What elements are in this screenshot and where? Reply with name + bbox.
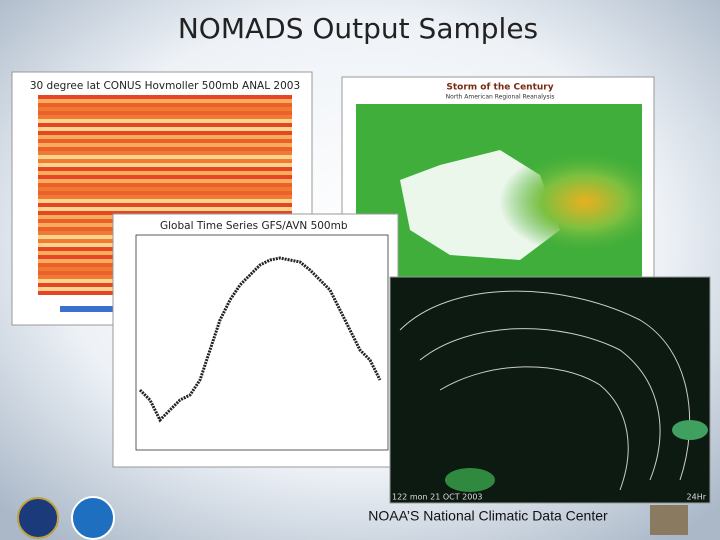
image-subtitle: North American Regional Reanalysis bbox=[446, 94, 555, 101]
stripe bbox=[38, 151, 292, 155]
stripe bbox=[38, 163, 292, 167]
image-title: Global Time Series GFS/AVN 500mb bbox=[160, 220, 348, 232]
stripe bbox=[38, 103, 292, 107]
stripe bbox=[38, 99, 292, 103]
slide-title: NOMADS Output Samples bbox=[178, 12, 538, 45]
image-title: 30 degree lat CONUS Hovmoller 500mb ANAL… bbox=[30, 80, 300, 92]
footer: NOAA’S National Climatic Data Center bbox=[368, 508, 608, 524]
plot-area bbox=[135, 234, 389, 451]
stripe bbox=[38, 159, 292, 163]
stripe bbox=[38, 131, 292, 135]
image-title: Storm of the Century bbox=[446, 83, 553, 93]
stripe bbox=[38, 95, 292, 99]
time-series-image: Global Time Series GFS/AVN 500mb bbox=[112, 213, 399, 468]
stripe bbox=[38, 115, 292, 119]
stripe bbox=[38, 107, 292, 111]
stripe bbox=[38, 139, 292, 143]
stripe bbox=[38, 183, 292, 187]
stripe bbox=[38, 203, 292, 207]
stripe bbox=[38, 127, 292, 131]
stripe bbox=[38, 135, 292, 139]
image-corner-label: 24Hr bbox=[687, 493, 707, 502]
contour bbox=[399, 290, 691, 481]
stripe bbox=[38, 167, 292, 171]
stripe bbox=[38, 119, 292, 123]
precip bbox=[445, 468, 495, 492]
image-frame bbox=[389, 276, 711, 504]
series-line bbox=[138, 256, 382, 423]
noaa-logo bbox=[71, 496, 115, 540]
stripe bbox=[38, 155, 292, 159]
commerce-logo bbox=[17, 497, 59, 539]
contour bbox=[419, 328, 661, 481]
contour bbox=[439, 366, 629, 491]
storm-shading bbox=[356, 104, 642, 282]
stripe bbox=[38, 207, 292, 211]
stripe bbox=[38, 147, 292, 151]
stripe bbox=[38, 191, 292, 195]
image-caption: 122 mon 21 OCT 2003 bbox=[392, 493, 483, 502]
stripe bbox=[38, 195, 292, 199]
stripe bbox=[38, 179, 292, 183]
storm-image: Storm of the Century North American Regi… bbox=[341, 76, 655, 311]
color-bar bbox=[60, 306, 150, 312]
image-frame bbox=[112, 213, 399, 468]
stripe bbox=[38, 143, 292, 147]
stripe bbox=[38, 187, 292, 191]
stripe bbox=[38, 123, 292, 127]
stripe bbox=[38, 171, 292, 175]
forecast-image: 122 mon 21 OCT 2003 24Hr bbox=[389, 276, 711, 504]
precip bbox=[672, 420, 708, 440]
building-icon bbox=[650, 505, 688, 535]
stripe bbox=[38, 111, 292, 115]
stripe bbox=[38, 199, 292, 203]
stripe bbox=[38, 211, 292, 215]
stripe bbox=[38, 175, 292, 179]
